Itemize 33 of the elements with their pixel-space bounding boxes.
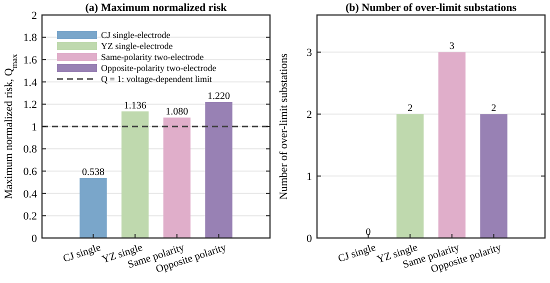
data-label: 3	[449, 41, 454, 52]
y-tick-label: 2	[32, 10, 37, 22]
y-tick-label: 1.4	[23, 76, 38, 89]
y-tick-label: 1	[306, 170, 312, 183]
legend-label: CJ single-electrode	[101, 30, 170, 40]
y-tick-label: 0	[306, 232, 312, 245]
legend-label: Same-polarity two-electrode	[101, 52, 204, 62]
y-tick-label: 1.6	[23, 54, 38, 66]
y-tick-label: 0.4	[23, 188, 38, 200]
data-label: 2	[491, 103, 496, 114]
legend-label: YZ single-electrode	[101, 41, 173, 52]
y-axis-title: Number of over-limit substations	[278, 53, 290, 200]
y-tick-label: 1.8	[23, 32, 38, 44]
y-tick-label: 3	[306, 47, 312, 60]
chart-title: (a) Maximum normalized risk	[85, 2, 228, 14]
y-tick-label: 1.2	[23, 99, 37, 112]
data-label: 1.220	[208, 90, 230, 102]
x-tick-label: CJ single	[62, 242, 102, 265]
y-tick-label: 0.8	[23, 144, 38, 156]
y-tick-label: 0.6	[23, 166, 38, 178]
data-label: 1.136	[124, 100, 146, 112]
y-tick-label: 2	[306, 108, 312, 121]
x-tick-label: CJ single	[336, 242, 378, 265]
y-tick-label: 0.2	[23, 210, 37, 223]
data-label: 0	[366, 227, 371, 238]
y-tick-label: 1	[32, 121, 37, 134]
data-label: 1.080	[166, 106, 188, 118]
legend-label: Q = 1: voltage-dependent limit	[101, 74, 213, 84]
chart-title: (b) Number of over-limit substations	[345, 2, 518, 14]
y-tick-label: 0	[32, 232, 38, 245]
data-label: 2	[408, 103, 413, 114]
legend-label: Opposite-polarity two-electrode	[101, 63, 216, 74]
data-label: 0.538	[82, 167, 104, 178]
